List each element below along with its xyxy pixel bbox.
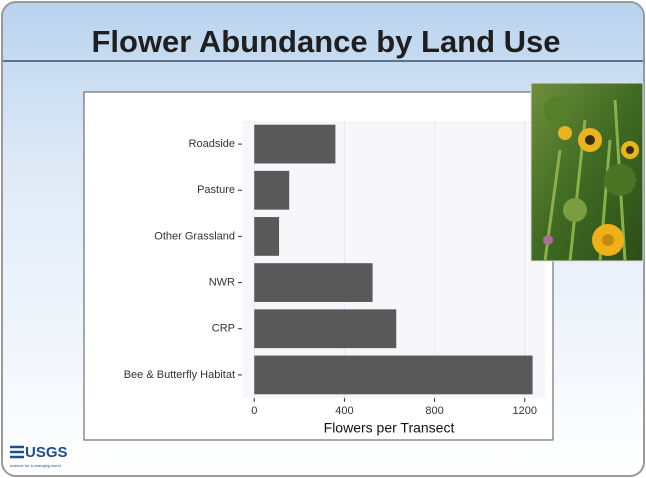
plot-panel: [243, 121, 545, 398]
bar: [254, 124, 336, 164]
x-tick-label: 0: [251, 405, 257, 417]
x-tick-label: 400: [335, 405, 353, 417]
bar: [254, 309, 397, 349]
x-tick-label: 800: [425, 405, 443, 417]
slide-title: Flower Abundance by Land Use: [91, 24, 560, 59]
x-tick-label: 1200: [512, 405, 536, 417]
bar: [254, 263, 373, 302]
bar: [254, 217, 280, 256]
bar: [254, 355, 533, 395]
logo: USGS science for a changing world: [10, 444, 68, 468]
y-tick-label: CRP: [212, 323, 235, 335]
y-tick-label: Pasture: [197, 184, 235, 196]
y-tick-label: Roadside: [189, 138, 235, 150]
logo-tagline: science for a changing world: [10, 463, 61, 468]
bar: [254, 170, 290, 210]
photo: [530, 82, 644, 262]
y-tick-label: NWR: [209, 276, 235, 288]
y-tick-label: Bee & Butterfly Habitat: [124, 369, 235, 381]
logo-text: USGS: [25, 444, 68, 461]
x-axis-label: Flowers per Transect: [324, 420, 455, 436]
chart: 0 400 800 1200 Flowers per Transect Roadside P…: [124, 121, 537, 436]
y-tick-label: Other Grassland: [154, 230, 235, 242]
